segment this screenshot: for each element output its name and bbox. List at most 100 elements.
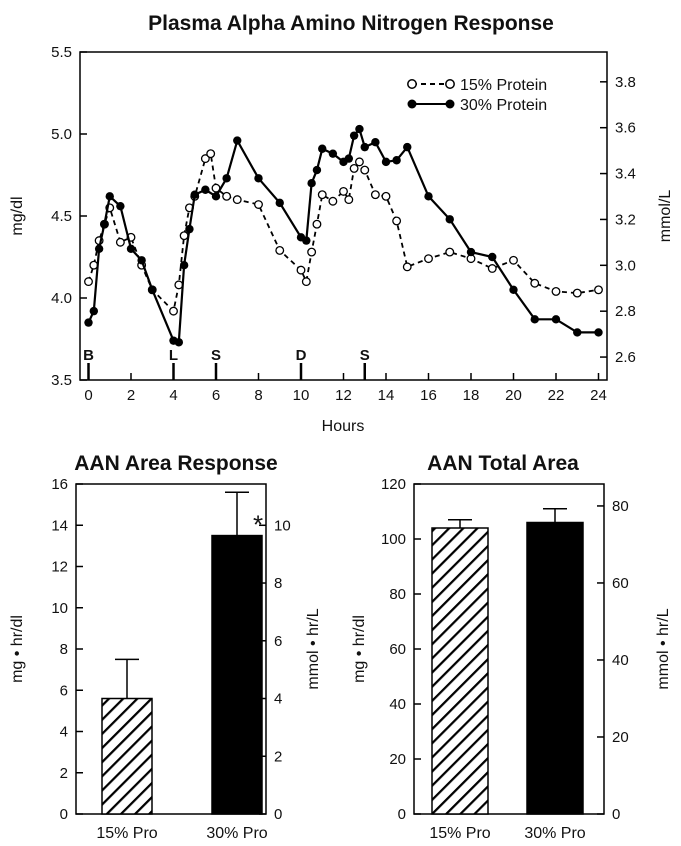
meal-event-label: B — [83, 347, 94, 364]
line-chart-legend: 15% Protein 30% Protein — [407, 77, 547, 114]
total-area-title: AAN Total Area — [427, 452, 579, 475]
series-15-protein-point — [530, 278, 540, 288]
series-30-protein-point — [349, 131, 359, 140]
series-15-protein-point — [307, 247, 317, 257]
series-15-protein-point — [402, 262, 412, 272]
series-15-protein-point — [392, 216, 402, 226]
series-15-protein-point — [509, 255, 518, 265]
legend-marker-15-protein-left — [407, 79, 417, 89]
series-30-protein-point — [392, 156, 401, 165]
legend-marker-30-protein-right — [445, 99, 455, 109]
series-15-protein-point — [254, 200, 263, 209]
series-30-protein-point — [275, 198, 284, 208]
total-area-chart: AAN Total Area 0 20 40 60 80 100 120 0 20 40 60 80… — [351, 452, 672, 842]
right-y-tick-label: 20 — [612, 729, 629, 746]
series-30-protein-point — [174, 338, 184, 347]
area-response-bars: * — [101, 491, 263, 815]
series-30-protein-point — [190, 190, 199, 199]
right-y-tick-label: 3.8 — [615, 74, 636, 91]
y-tick-label: 8 — [60, 641, 68, 658]
series-30-protein-point — [100, 220, 109, 229]
legend-marker-30-protein-left — [407, 99, 417, 109]
series-30-protein-point — [371, 138, 380, 147]
x-tick-label: 24 — [590, 387, 607, 404]
series-30-protein-point — [201, 185, 210, 194]
series-30-protein-point — [84, 318, 93, 327]
y-tick-label: 40 — [389, 696, 406, 713]
series-15-protein-point — [594, 285, 603, 295]
series-30-protein-point — [466, 247, 476, 257]
series-30-protein-point — [573, 328, 582, 337]
area-response-right-y-label: mmol • hr/L — [305, 608, 322, 689]
series-15-protein-point — [296, 265, 306, 275]
y-tick-label: 2 — [60, 765, 68, 782]
series-30-protein-point — [116, 201, 125, 211]
series-30-protein-point — [126, 244, 136, 253]
series-15-protein-point — [312, 219, 322, 229]
total-area-y-label: mg • hr/dl — [351, 615, 368, 683]
series-15-protein-point — [328, 196, 338, 206]
y-tick-label: 20 — [389, 751, 406, 768]
y-tick-label: 4.5 — [51, 208, 72, 225]
series-15-protein-point — [275, 245, 285, 255]
series-30-protein-point — [89, 306, 99, 316]
series-15-protein-line — [87, 151, 599, 313]
line-chart-x-label: Hours — [322, 418, 365, 435]
right-y-tick-label: 0 — [612, 806, 620, 823]
series-30-protein-point — [302, 236, 311, 245]
series-30-protein-point — [307, 179, 316, 188]
series-15-protein-point — [206, 149, 216, 159]
series-15-protein-point — [200, 154, 210, 164]
y-tick-label: 0 — [398, 806, 406, 823]
line-chart-x-ticks: 0 2 4 6 8 10 12 14 16 18 20 22 24 — [84, 373, 607, 404]
series-15-protein-point — [354, 157, 364, 167]
line-chart-y-ticks: 3.5 4.0 4.5 5.0 5.5 — [51, 44, 87, 389]
series-15-protein-point — [232, 195, 242, 205]
x-tick-label: 18 — [463, 387, 480, 404]
bar-30-pro — [526, 521, 584, 815]
y-tick-label: 5.5 — [51, 44, 72, 61]
series-15-protein-point — [551, 286, 561, 296]
legend-label-15-protein: 15% Protein — [460, 77, 547, 94]
series-30-protein-point — [594, 328, 603, 337]
series-30-protein-point — [94, 244, 104, 253]
series-15-protein-point — [344, 195, 354, 205]
series-30-protein-point — [530, 315, 539, 324]
y-tick-label: 100 — [381, 531, 406, 548]
series-30-protein-point — [105, 192, 114, 201]
right-y-tick-label: 3.0 — [615, 257, 636, 274]
series-15-protein-point — [115, 237, 125, 247]
series-30-protein-point — [179, 261, 189, 270]
series-30-protein-point — [445, 215, 454, 224]
line-chart-y-label: mg/dl — [9, 196, 26, 235]
series-30-protein-point — [488, 252, 497, 262]
series-15-protein-point — [572, 288, 582, 298]
total-area-right-y-label: mmol • hr/L — [655, 608, 672, 689]
series-15-protein-point — [84, 277, 93, 287]
bar-15-pro — [431, 527, 489, 815]
y-tick-label: 5.0 — [51, 126, 72, 143]
right-y-tick-label: 3.4 — [615, 166, 636, 183]
total-area-categories: 15% Pro 30% Pro — [429, 825, 585, 842]
series-15-protein-point — [339, 186, 348, 196]
x-tick-label: 8 — [254, 387, 262, 404]
y-tick-label: 14 — [51, 517, 68, 534]
series-30-protein-point — [211, 192, 221, 201]
right-y-tick-label: 2.8 — [615, 303, 636, 320]
series-30-protein-point — [551, 315, 561, 324]
series-15-protein-point — [301, 277, 311, 287]
right-y-tick-label: 6 — [274, 633, 282, 650]
area-response-title: AAN Area Response — [74, 452, 277, 475]
series-15-protein-point — [360, 165, 370, 175]
series-15-protein-point — [487, 264, 497, 273]
series-30-protein-point — [328, 149, 338, 158]
significance-asterisk: * — [253, 510, 263, 540]
right-y-tick-label: 80 — [612, 498, 629, 515]
series-30-protein-line — [87, 126, 599, 344]
meal-event-label: L — [169, 347, 178, 364]
area-response-right-y-ticks: 0 2 4 6 8 10 — [259, 517, 291, 823]
category-label-15-pro: 15% Pro — [429, 825, 490, 842]
right-y-tick-label: 3.6 — [615, 120, 636, 137]
